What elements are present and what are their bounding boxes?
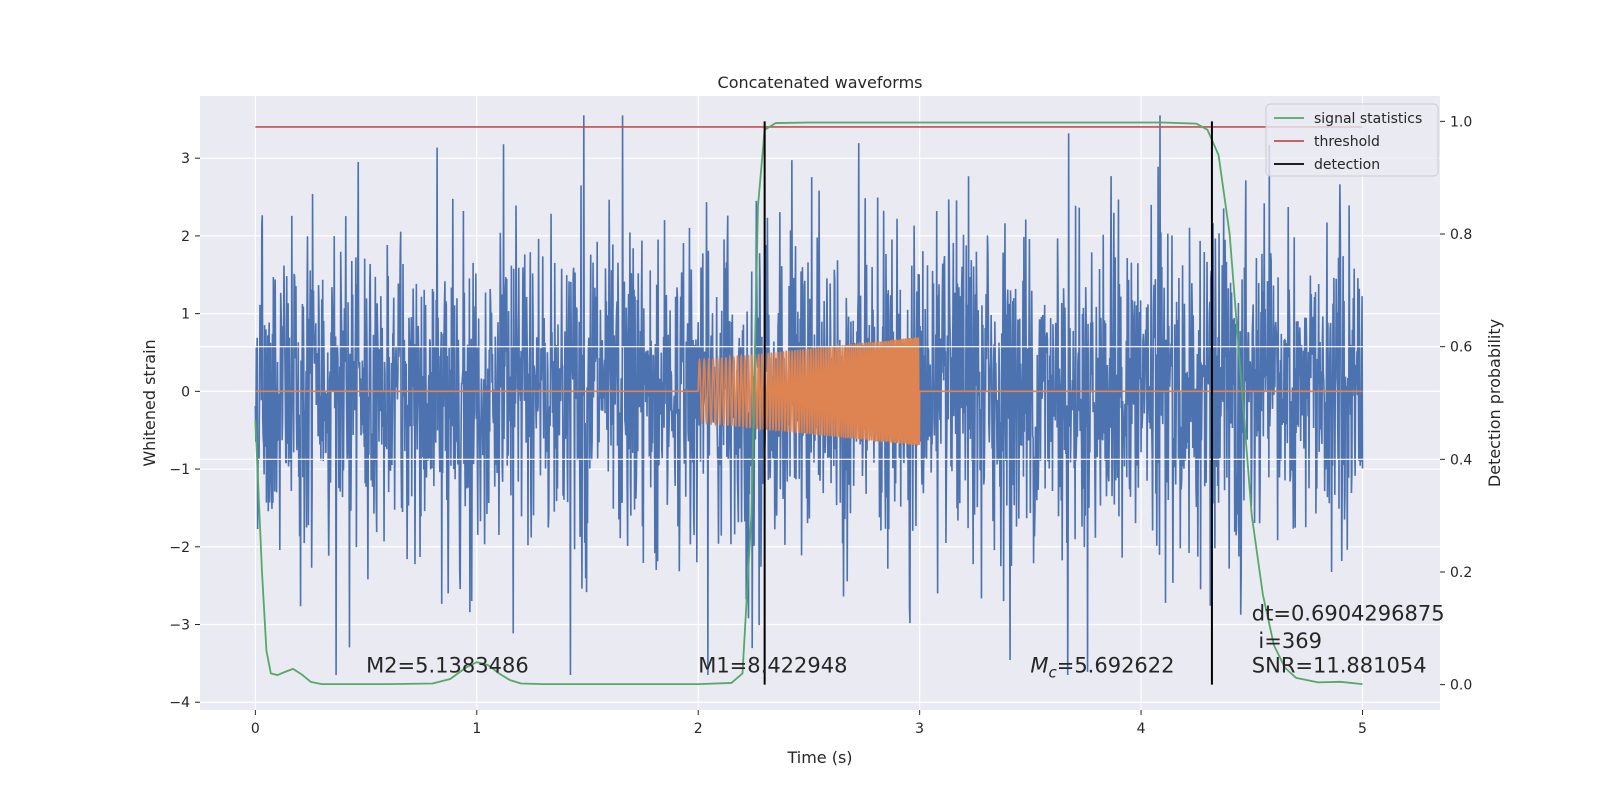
x-axis-label: Time (s) (786, 748, 852, 767)
x-tick-label: 3 (915, 721, 924, 737)
y-right-tick-label: 0.6 (1450, 340, 1472, 356)
plot-series-group (200, 115, 1440, 685)
legend: signal statistics threshold detection (1265, 103, 1439, 177)
legend-label: signal statistics (1314, 111, 1422, 127)
y-right-tick-label: 0.8 (1450, 227, 1472, 243)
ticks-layer: 0 1 2 3 4 5 −4 −3 −2 −1 0 1 2 3 0.0 0.2 0.4 0.6 0.8 1.0 (169, 114, 1472, 737)
annotation-text: M2=5.1383486 (366, 654, 529, 678)
y-left-tick-label: −4 (169, 695, 190, 711)
x-tick-label: 1 (472, 721, 481, 737)
annotation-text: dt=0.6904296875 (1252, 602, 1445, 626)
y-left-tick-label: 3 (181, 151, 190, 167)
annotation-text: Mc=5.692622 (1030, 654, 1174, 682)
annotation-text: i=369 (1258, 629, 1322, 653)
x-tick-label: 4 (1137, 721, 1146, 737)
y-axis-right-label: Detection probability (1485, 319, 1504, 487)
y-right-tick-label: 0.4 (1450, 452, 1472, 468)
chirp-series-line (255, 337, 1363, 446)
signal-statistics-line (254, 121, 1363, 685)
y-left-tick-label: 0 (181, 384, 190, 400)
y-left-tick-label: −1 (169, 462, 190, 478)
y-right-tick-label: 1.0 (1450, 114, 1472, 130)
y-left-tick-label: −2 (169, 540, 190, 556)
y-left-tick-label: 1 (181, 307, 190, 323)
annotation-text: M1=8.422948 (698, 654, 847, 678)
y-axis-left-label: Whitened strain (140, 339, 159, 466)
y-left-tick-label: −3 (169, 618, 190, 634)
x-tick-label: 0 (251, 721, 260, 737)
legend-label: threshold (1314, 134, 1380, 150)
y-right-tick-label: 0.2 (1450, 565, 1472, 581)
x-tick-label: 5 (1358, 721, 1367, 737)
legend-label: detection (1314, 157, 1380, 173)
noise-series-line (254, 115, 1364, 676)
y-right-tick-label: 0.0 (1450, 678, 1472, 694)
series-layer (200, 115, 1440, 685)
y-left-tick-label: 2 (181, 229, 190, 245)
chart-title: Concatenated waveforms (718, 73, 923, 92)
x-tick-label: 2 (694, 721, 703, 737)
annotation-text: SNR=11.881054 (1252, 654, 1427, 678)
annotations: M2=5.1383486 M1=8.422948 Mc=5.692622 dt=0.6… (366, 602, 1445, 682)
legend-box (1265, 103, 1439, 177)
